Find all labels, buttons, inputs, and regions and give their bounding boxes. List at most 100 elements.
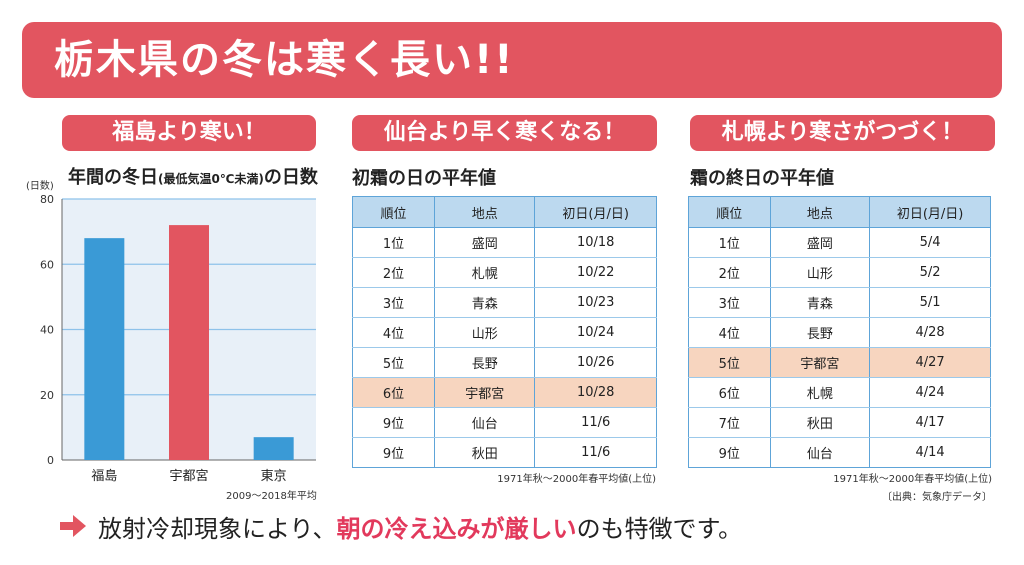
last-frost-table: 順位 地点 初日(月/日) 1位 盛岡 5/4 2位 山形 5/2 3位 青森 5/1 4位 長野 4/2… bbox=[688, 196, 991, 468]
table-cell: 5/2 bbox=[869, 257, 991, 288]
table-cell: 宇都宮 bbox=[434, 377, 536, 408]
table-cell: 5/1 bbox=[869, 287, 991, 318]
bar bbox=[169, 225, 209, 460]
table-cell: 10/23 bbox=[534, 287, 657, 318]
table-row: 7位 秋田 4/17 bbox=[688, 407, 991, 438]
table-cell: 1位 bbox=[688, 227, 771, 258]
table2-subtitle: 霜の終日の平年値 bbox=[690, 168, 834, 189]
table-cell: 9位 bbox=[351, 407, 436, 438]
section-pill-2: 仙台より早く寒くなる！ bbox=[352, 115, 657, 151]
chart-subtitle-tail: の日数 bbox=[263, 167, 318, 188]
y-axis-unit-label: (日数) bbox=[26, 181, 54, 192]
table-cell: 2位 bbox=[351, 257, 436, 288]
table-cell: 10/26 bbox=[534, 347, 657, 378]
table-row: 2位 山形 5/2 bbox=[688, 257, 991, 288]
bar-chart-svg: 0 20 40 60 80 福島 宇都宮 東京 bbox=[40, 193, 316, 484]
table-cell: 盛岡 bbox=[769, 227, 871, 258]
chart-subtitle-small: (最低気温0℃未満) bbox=[158, 172, 264, 186]
bar bbox=[253, 437, 294, 460]
table-row: 2位 札幌 10/22 bbox=[351, 257, 657, 288]
table-cell: 長野 bbox=[434, 347, 536, 378]
table-cell: 4/17 bbox=[869, 407, 991, 438]
table-cell: 11/6 bbox=[534, 437, 657, 468]
table-header-cell: 順位 bbox=[351, 196, 436, 228]
table-cell: 10/24 bbox=[534, 317, 657, 348]
table-row: 9位 仙台 11/6 bbox=[351, 407, 657, 438]
footer-text-accent: 朝の冷え込みが厳しい bbox=[336, 514, 577, 543]
table-row: 3位 青森 10/23 bbox=[351, 287, 657, 318]
table-cell: 5位 bbox=[351, 347, 436, 378]
y-tick-label: 60 bbox=[40, 258, 54, 271]
first-frost-table: 順位 地点 初日(月/日) 1位 盛岡 10/18 2位 札幌 10/22 3位 青森 10/23 4… bbox=[351, 196, 657, 468]
table-cell: 札幌 bbox=[769, 377, 871, 408]
x-tick-label: 東京 bbox=[261, 468, 287, 484]
table-row: 9位 仙台 4/14 bbox=[688, 437, 991, 468]
table-header-cell: 順位 bbox=[688, 196, 771, 228]
chart-subtitle: 年間の冬日(最低気温0℃未満)の日数 bbox=[68, 163, 318, 189]
section-pill-1: 福島より寒い！ bbox=[62, 115, 316, 151]
arrow-right-icon bbox=[60, 515, 86, 537]
title-banner: 栃木県の冬は寒く長い!! bbox=[22, 22, 1002, 98]
table-header-cell: 地点 bbox=[434, 196, 536, 228]
table1-note: 1971年秋〜2000年春平均値(上位) bbox=[497, 474, 656, 485]
footer-text: 放射冷却現象により、朝の冷え込みが厳しいのも特徴です。 bbox=[98, 509, 742, 544]
table-row: 9位 秋田 11/6 bbox=[351, 437, 657, 468]
table-cell: 札幌 bbox=[434, 257, 536, 288]
table-cell: 5/4 bbox=[869, 227, 991, 258]
table-cell: 4/28 bbox=[869, 317, 991, 348]
table-cell: 4/27 bbox=[869, 347, 991, 378]
table-cell: 宇都宮 bbox=[769, 347, 871, 378]
table-header-cell: 初日(月/日) bbox=[869, 196, 991, 228]
table-row: 1位 盛岡 5/4 bbox=[688, 227, 991, 258]
table-cell: 山形 bbox=[434, 317, 536, 348]
table-cell: 山形 bbox=[769, 257, 871, 288]
table-cell: 11/6 bbox=[534, 407, 657, 438]
bar bbox=[84, 238, 125, 460]
footer-text-post: のも特徴です。 bbox=[576, 514, 743, 543]
section-pill-3: 札幌より寒さがつづく！ bbox=[690, 115, 995, 151]
table-cell: 青森 bbox=[769, 287, 871, 318]
table-cell: 3位 bbox=[688, 287, 771, 318]
table-cell: 4/14 bbox=[869, 437, 991, 468]
table-cell: 10/28 bbox=[534, 377, 657, 408]
table-cell: 5位 bbox=[688, 347, 771, 378]
table-cell: 6位 bbox=[351, 377, 436, 408]
table-cell: 長野 bbox=[769, 317, 871, 348]
source-note: 〔出典：気象庁データ〕 bbox=[882, 492, 992, 503]
y-tick-label: 80 bbox=[40, 193, 54, 206]
y-tick-label: 40 bbox=[40, 324, 54, 337]
table-header-cell: 地点 bbox=[769, 196, 871, 228]
table-header-cell: 初日(月/日) bbox=[534, 196, 657, 228]
table-cell: 青森 bbox=[434, 287, 536, 318]
table-cell: 仙台 bbox=[434, 407, 536, 438]
footer-text-pre: 放射冷却現象により、 bbox=[98, 514, 337, 543]
table-cell: 9位 bbox=[688, 437, 771, 468]
table-cell: 仙台 bbox=[769, 437, 871, 468]
table-cell: 10/18 bbox=[534, 227, 657, 258]
table-row: 5位 宇都宮 4/27 bbox=[688, 347, 991, 378]
table-cell: 4位 bbox=[351, 317, 436, 348]
table-row: 1位 盛岡 10/18 bbox=[351, 227, 657, 258]
winter-days-chart: (日数) 0 20 40 60 80 福島 宇都宮 東京 bbox=[20, 175, 330, 505]
table-cell: 2位 bbox=[688, 257, 771, 288]
table-cell: 4/24 bbox=[869, 377, 991, 408]
x-tick-label: 福島 bbox=[91, 469, 117, 484]
table-cell: 9位 bbox=[351, 437, 436, 468]
table-cell: 6位 bbox=[688, 377, 771, 408]
table-row: 6位 宇都宮 10/28 bbox=[351, 377, 657, 408]
table-header-row: 順位 地点 初日(月/日) bbox=[351, 196, 657, 228]
table-row: 4位 山形 10/24 bbox=[351, 317, 657, 348]
table-row: 6位 札幌 4/24 bbox=[688, 377, 991, 408]
y-tick-label: 0 bbox=[47, 454, 54, 467]
table-row: 4位 長野 4/28 bbox=[688, 317, 991, 348]
table-cell: 10/22 bbox=[534, 257, 657, 288]
x-tick-label: 宇都宮 bbox=[169, 468, 208, 484]
table1-subtitle: 初霜の日の平年値 bbox=[352, 168, 496, 189]
footer-message: 放射冷却現象により、朝の冷え込みが厳しいのも特徴です。 bbox=[60, 506, 742, 546]
table2-note: 1971年秋〜2000年春平均値(上位) bbox=[833, 474, 992, 485]
table-cell: 秋田 bbox=[769, 407, 871, 438]
chart-subtitle-main: 年間の冬日 bbox=[68, 167, 158, 188]
table-cell: 盛岡 bbox=[434, 227, 536, 258]
page-title: 栃木県の冬は寒く長い!! bbox=[54, 37, 515, 83]
table-cell: 3位 bbox=[351, 287, 436, 318]
